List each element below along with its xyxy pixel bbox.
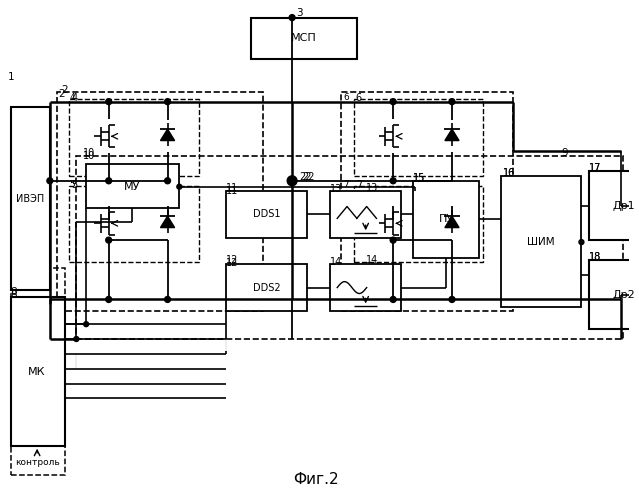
Text: 5: 5: [70, 180, 75, 189]
Text: 10: 10: [83, 148, 95, 158]
Circle shape: [449, 98, 455, 104]
Text: 5: 5: [72, 180, 78, 190]
Text: 17: 17: [589, 163, 602, 173]
Text: 12: 12: [226, 258, 239, 268]
Text: 14: 14: [330, 257, 343, 267]
Text: DDS1: DDS1: [253, 210, 281, 220]
Text: 1: 1: [8, 72, 14, 82]
Circle shape: [165, 178, 171, 184]
Text: 22: 22: [302, 172, 314, 182]
Bar: [57, 92, 263, 312]
Polygon shape: [445, 129, 459, 140]
Bar: [330, 190, 401, 238]
Polygon shape: [445, 216, 459, 228]
Text: 8: 8: [11, 286, 17, 296]
Bar: [70, 98, 199, 176]
Text: 15: 15: [413, 173, 425, 183]
Text: 11: 11: [226, 186, 238, 196]
Text: 2: 2: [59, 89, 65, 99]
Bar: [226, 264, 307, 312]
Circle shape: [106, 98, 112, 104]
Text: 18: 18: [589, 252, 601, 262]
Text: 2: 2: [61, 85, 68, 95]
Text: МСП: МСП: [291, 34, 317, 43]
Text: 7: 7: [343, 180, 349, 189]
Text: 22: 22: [299, 172, 311, 182]
Text: 3: 3: [296, 8, 302, 18]
Text: МК: МК: [28, 366, 46, 376]
Text: DDS2: DDS2: [253, 282, 281, 292]
Circle shape: [165, 98, 171, 104]
Bar: [354, 186, 483, 262]
Bar: [341, 92, 512, 312]
Bar: [11, 268, 65, 476]
Text: 6: 6: [343, 93, 349, 102]
Text: Фиг.2: Фиг.2: [293, 472, 339, 487]
Circle shape: [390, 98, 396, 104]
Text: 4: 4: [70, 93, 75, 102]
Text: 11: 11: [226, 182, 238, 192]
Text: ШИМ: ШИМ: [527, 237, 555, 247]
Text: контроль: контроль: [15, 458, 59, 467]
Circle shape: [390, 237, 396, 243]
Text: 13: 13: [366, 182, 378, 192]
Bar: [251, 18, 357, 59]
Text: 17: 17: [589, 163, 602, 173]
Bar: [11, 106, 50, 290]
Bar: [354, 98, 483, 176]
Bar: [589, 260, 639, 329]
Circle shape: [106, 237, 112, 243]
Text: 6: 6: [356, 92, 362, 102]
Text: 14: 14: [366, 255, 378, 265]
Circle shape: [390, 296, 396, 302]
Text: 7: 7: [356, 180, 362, 190]
Circle shape: [177, 184, 181, 189]
Text: 15: 15: [413, 173, 425, 183]
Circle shape: [47, 178, 53, 184]
Bar: [70, 186, 199, 262]
Bar: [76, 156, 622, 339]
Circle shape: [106, 296, 112, 302]
Text: 4: 4: [72, 92, 77, 102]
Text: 12: 12: [226, 255, 239, 265]
Bar: [589, 171, 639, 240]
Circle shape: [289, 14, 295, 20]
Circle shape: [390, 178, 396, 184]
Bar: [413, 181, 479, 258]
Bar: [501, 176, 581, 308]
Bar: [86, 164, 180, 208]
Text: 13: 13: [330, 184, 343, 194]
Text: МУ: МУ: [124, 182, 141, 192]
Text: 18: 18: [589, 252, 601, 262]
Circle shape: [106, 178, 112, 184]
Text: 10: 10: [83, 151, 95, 161]
Circle shape: [449, 296, 455, 302]
Circle shape: [579, 240, 584, 244]
Polygon shape: [160, 129, 174, 140]
Bar: [226, 190, 307, 238]
Circle shape: [287, 176, 297, 186]
Text: ИВЭП: ИВЭП: [16, 194, 44, 203]
Text: Др1: Др1: [612, 200, 635, 210]
Text: 16: 16: [503, 168, 515, 178]
Text: 16: 16: [503, 168, 515, 178]
Text: Др2: Др2: [612, 290, 635, 300]
Circle shape: [165, 296, 171, 302]
Polygon shape: [160, 216, 174, 228]
Text: 8: 8: [11, 290, 17, 300]
Circle shape: [74, 336, 79, 342]
Circle shape: [84, 322, 89, 326]
Text: ПУ: ПУ: [438, 214, 454, 224]
Bar: [330, 264, 401, 312]
Text: 9: 9: [562, 148, 569, 158]
Bar: [11, 298, 65, 446]
